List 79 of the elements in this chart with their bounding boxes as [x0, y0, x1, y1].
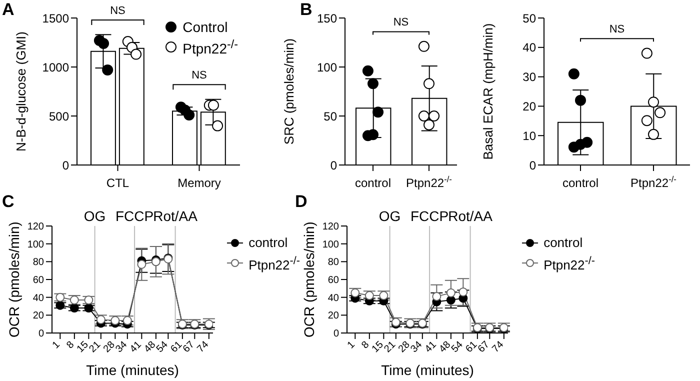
x-tick-label: 34	[114, 339, 130, 355]
legend-label: Control	[182, 18, 228, 36]
chart-title: A	[2, 0, 14, 20]
y-tick-label: 10	[522, 128, 536, 143]
x-tick-label: CTL	[106, 176, 130, 190]
y-tick-label: 100	[27, 239, 44, 250]
ref-line-label: FCCP	[115, 208, 154, 224]
x-tick-label: 34	[408, 339, 425, 355]
point	[137, 260, 146, 269]
y-tick-label: 50	[522, 11, 536, 26]
x-axis-title: Time (minutes)	[381, 362, 474, 378]
x-tick-label: Ptpn22$^{-/-}$	[406, 174, 452, 190]
chart-title: B	[300, 0, 312, 20]
y-tick-label: 40	[522, 40, 536, 55]
chart-title: D	[295, 192, 308, 212]
x-tick-label: 1	[346, 339, 358, 352]
point	[56, 300, 65, 310]
annotation: NS	[393, 16, 409, 29]
ref-line-label: OG	[84, 208, 106, 224]
x-tick-label: 21	[87, 339, 104, 355]
y-tick-label: 30	[522, 70, 536, 84]
annotation: NS	[609, 24, 625, 36]
y-axis-title: Basal ECAR (mpH/min)	[480, 23, 496, 160]
legend-label: Ptpn22$^{-/-}$	[182, 37, 238, 58]
y-tick-label: 50	[324, 109, 338, 124]
ref-line-label: Rot/AA	[448, 208, 494, 224]
legend-label: Ptpn22$^{-/-}$	[248, 254, 300, 274]
y-axis-title: OCR (pmoles/min)	[6, 222, 22, 338]
x-tick-label: control	[354, 176, 392, 190]
x-tick-label: 41	[128, 339, 144, 355]
x-tick-label: 74	[195, 339, 212, 355]
y-tick-label: 20	[522, 99, 536, 114]
y-axis-title: SRC (pmoles/min)	[282, 38, 297, 145]
y-tick-label: 80	[328, 257, 340, 268]
y-axis-title: OCR (pmoles/min)	[300, 222, 317, 338]
y-tick-label: 120	[27, 222, 44, 233]
x-tick-label: Ptpn22$^{-/-}$	[630, 174, 677, 190]
x-tick-label: Memory	[178, 176, 221, 190]
x-tick-label: 8	[360, 339, 372, 352]
x-tick-label: 67	[476, 339, 492, 355]
x-axis-title: Time (minutes)	[86, 362, 179, 378]
x-tick-label: 54	[450, 339, 466, 355]
y-tick-label: 100	[316, 60, 338, 74]
ref-line-label: Rot/AA	[153, 208, 198, 224]
y-tick-label: 60	[32, 275, 44, 286]
y-tick-label: 100	[322, 239, 340, 250]
x-tick-label: 54	[154, 339, 171, 355]
text: NS	[110, 4, 126, 17]
x-tick-label: 74	[490, 339, 506, 355]
y-tick-label: 0	[529, 158, 536, 172]
y-tick-label: 20	[328, 310, 340, 322]
x-tick-label: 41	[423, 339, 440, 355]
x-tick-label: 67	[181, 339, 198, 355]
legend-label: Ptpn22$^{-/-}$	[544, 254, 595, 274]
ref-line-label: FCCP	[410, 208, 449, 224]
y-axis-title: N-B-d-glucose (GMI)	[14, 32, 29, 152]
legend-label: control	[544, 234, 583, 252]
y-tick-label: 0	[62, 158, 70, 172]
y-tick-label: 500	[48, 109, 70, 124]
y-tick-label: 0	[38, 328, 44, 340]
x-tick-label: control	[562, 176, 599, 190]
y-tick-label: 0	[333, 328, 340, 340]
y-tick-label: 40	[32, 292, 44, 304]
ref-line-label: OG	[378, 208, 401, 224]
y-tick-label: 120	[322, 222, 340, 233]
y-tick-label: 20	[32, 310, 44, 322]
y-tick-label: 40	[328, 292, 340, 304]
y-tick-label: 60	[328, 275, 340, 286]
y-tick-label: 1000	[42, 60, 70, 74]
annotation: NS	[192, 70, 207, 82]
x-tick-label: 8	[64, 339, 77, 352]
y-tick-label: 80	[32, 257, 44, 268]
chart-title: C	[2, 192, 14, 212]
x-tick-label: 1	[50, 339, 63, 352]
legend-label: control	[248, 234, 288, 252]
y-tick-label: 150	[316, 11, 338, 26]
x-tick-label: 21	[382, 339, 398, 355]
y-tick-label: 1500	[42, 11, 70, 26]
y-tick-label: 0	[330, 158, 338, 172]
